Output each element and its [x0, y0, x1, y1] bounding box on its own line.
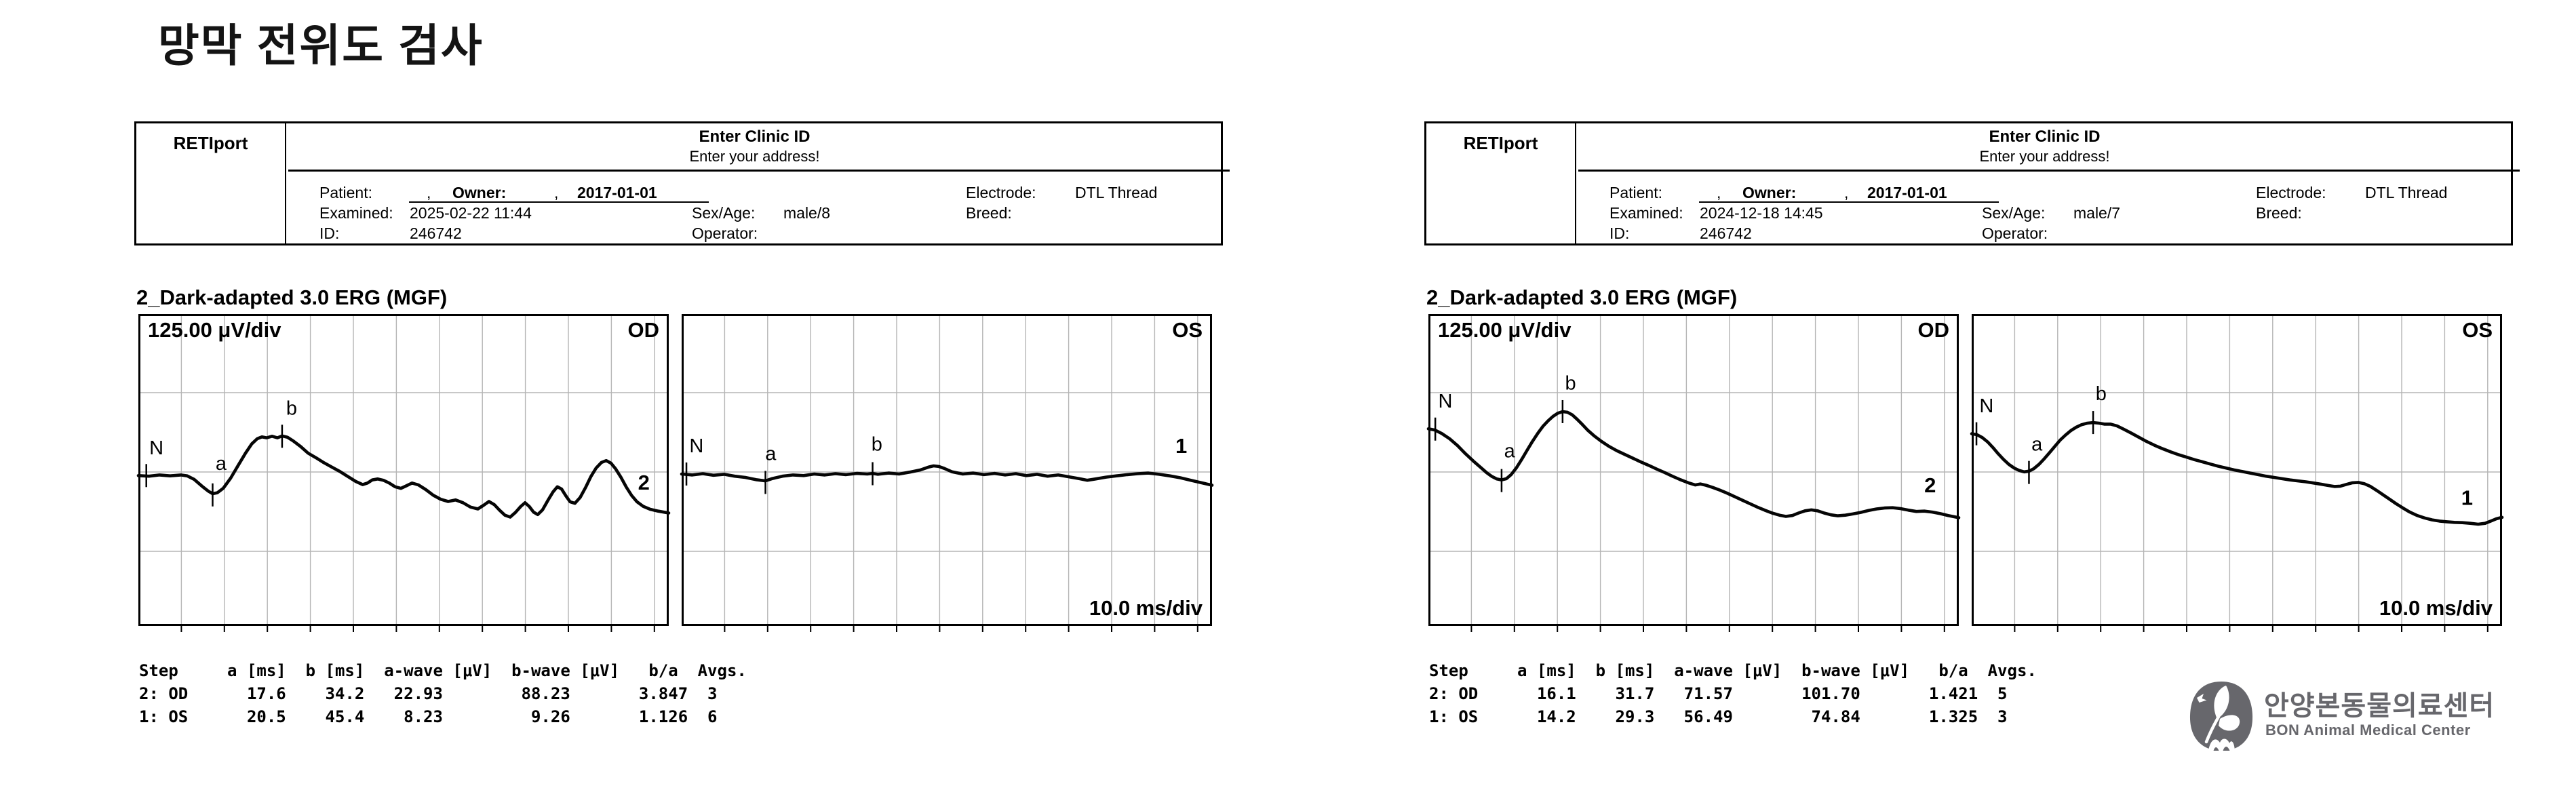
report-header-right: Enter Clinic ID Enter your address! Pati…	[288, 123, 1230, 243]
svg-text:N: N	[1439, 391, 1453, 412]
examined-value: 2024-12-18 14:45	[1700, 204, 1823, 222]
svg-text:N: N	[1979, 395, 1993, 417]
erg-waveform-plot-os: Na b 1	[1970, 314, 2504, 632]
clinic-name-korean: 안양본동물의료센터	[2264, 691, 2495, 721]
patient-info: Patient: Electrode: DTL Thread Examined:…	[288, 123, 1221, 243]
birth-date-value: 2017-01-01	[1867, 184, 1947, 201]
owner-label: Owner:	[452, 184, 507, 201]
retiport-report-panel: RETIport Enter Clinic ID Enter your addr…	[1424, 0, 2520, 788]
report-header-box: RETIport Enter Clinic ID Enter your addr…	[134, 121, 1230, 245]
y-scale-label: 125.00 μV/div	[1438, 318, 1572, 342]
svg-text:a: a	[1504, 441, 1516, 462]
page-title: 망막 전위도 검사	[158, 20, 484, 71]
comma: ,	[1844, 184, 1849, 201]
svg-text:N: N	[149, 437, 163, 459]
examined-label: Examined:	[1609, 204, 1683, 222]
results-table: Step a [ms] b [ms] a-wave [μV] b-wave [μ…	[1429, 661, 2037, 726]
electrode-value: DTL Thread	[1075, 184, 1158, 201]
examined-label: Examined:	[319, 204, 393, 222]
erg-waveform-plot-od: Na b 2	[136, 314, 671, 632]
sex-age-label: Sex/Age:	[1982, 204, 2046, 222]
electrode-label: Electrode:	[2256, 184, 2326, 201]
erg-waveform-plot-od: Na b 2	[1426, 314, 1961, 632]
patient-owner-underline: , Owner: , 2017-01-01	[1699, 184, 1999, 203]
svg-text:a: a	[2031, 433, 2043, 455]
patient-label: Patient:	[1609, 184, 1662, 201]
eye-label-os: OS	[2462, 318, 2493, 342]
eye-label-od: OD	[627, 318, 660, 342]
operator-label: Operator:	[1982, 224, 2048, 242]
clinic-id-line: Enter Clinic ID	[699, 127, 811, 146]
svg-text:b: b	[872, 433, 882, 455]
patient-info: Patient: Electrode: DTL Thread Examined:…	[1578, 123, 2511, 243]
clinic-name-english: BON Animal Medical Center	[2265, 722, 2471, 738]
comma: ,	[554, 184, 559, 201]
x-scale-label: 10.0 ms/div	[1089, 596, 1203, 620]
section-title: 2_Dark-adapted 3.0 ERG (MGF)	[136, 285, 448, 309]
id-value: 246742	[1700, 224, 1752, 242]
clinic-address-line: Enter your address!	[1979, 148, 2110, 165]
operator-label: Operator:	[692, 224, 758, 242]
header-divider	[1578, 170, 2520, 172]
section-title: 2_Dark-adapted 3.0 ERG (MGF)	[1426, 285, 1738, 309]
header-divider	[288, 170, 1230, 172]
eye-label-os: OS	[1172, 318, 1203, 342]
id-label: ID:	[319, 224, 340, 242]
svg-text:1: 1	[1175, 434, 1187, 458]
y-scale-label: 125.00 μV/div	[148, 318, 281, 342]
x-scale-label: 10.0 ms/div	[2379, 596, 2493, 620]
svg-text:N: N	[689, 435, 703, 457]
electrode-value: DTL Thread	[2365, 184, 2448, 201]
sex-age-value: male/8	[783, 204, 831, 222]
svg-text:a: a	[216, 453, 227, 475]
retiport-report-panel: RETIport Enter Clinic ID Enter your addr…	[134, 0, 1230, 788]
comma: ,	[427, 184, 431, 201]
id-value: 246742	[410, 224, 462, 242]
clinic-address-line: Enter your address!	[689, 148, 820, 165]
comma: ,	[1717, 184, 1721, 201]
svg-text:b: b	[286, 398, 297, 420]
patient-owner-underline: , Owner: , 2017-01-01	[409, 184, 709, 203]
breed-label: Breed:	[966, 204, 1012, 222]
electrode-label: Electrode:	[966, 184, 1036, 201]
svg-text:b: b	[2096, 383, 2107, 405]
owner-label: Owner:	[1742, 184, 1797, 201]
device-name: RETIport	[136, 123, 286, 243]
clinic-logo-icon	[2189, 682, 2253, 751]
report-header-box: RETIport Enter Clinic ID Enter your addr…	[1424, 121, 2520, 245]
examined-value: 2025-02-22 11:44	[410, 204, 532, 222]
svg-text:b: b	[1565, 372, 1576, 394]
patient-label: Patient:	[319, 184, 372, 201]
svg-text:a: a	[765, 444, 777, 465]
report-header-right: Enter Clinic ID Enter your address! Pati…	[1578, 123, 2520, 243]
device-name: RETIport	[1426, 123, 1576, 243]
sex-age-value: male/7	[2073, 204, 2121, 222]
svg-text:1: 1	[2461, 486, 2473, 510]
svg-text:2: 2	[638, 471, 650, 494]
id-label: ID:	[1609, 224, 1630, 242]
results-table: Step a [ms] b [ms] a-wave [μV] b-wave [μ…	[139, 661, 747, 726]
svg-text:2: 2	[1924, 473, 1936, 497]
sex-age-label: Sex/Age:	[692, 204, 756, 222]
breed-label: Breed:	[2256, 204, 2302, 222]
clinic-id-line: Enter Clinic ID	[1989, 127, 2101, 146]
eye-label-od: OD	[1917, 318, 1950, 342]
birth-date-value: 2017-01-01	[577, 184, 657, 201]
clinic-logo: 안양본동물의료센터 BON Animal Medical Center	[2188, 679, 2527, 754]
